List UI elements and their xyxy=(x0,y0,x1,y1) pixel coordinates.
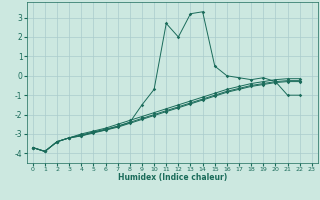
X-axis label: Humidex (Indice chaleur): Humidex (Indice chaleur) xyxy=(118,173,227,182)
